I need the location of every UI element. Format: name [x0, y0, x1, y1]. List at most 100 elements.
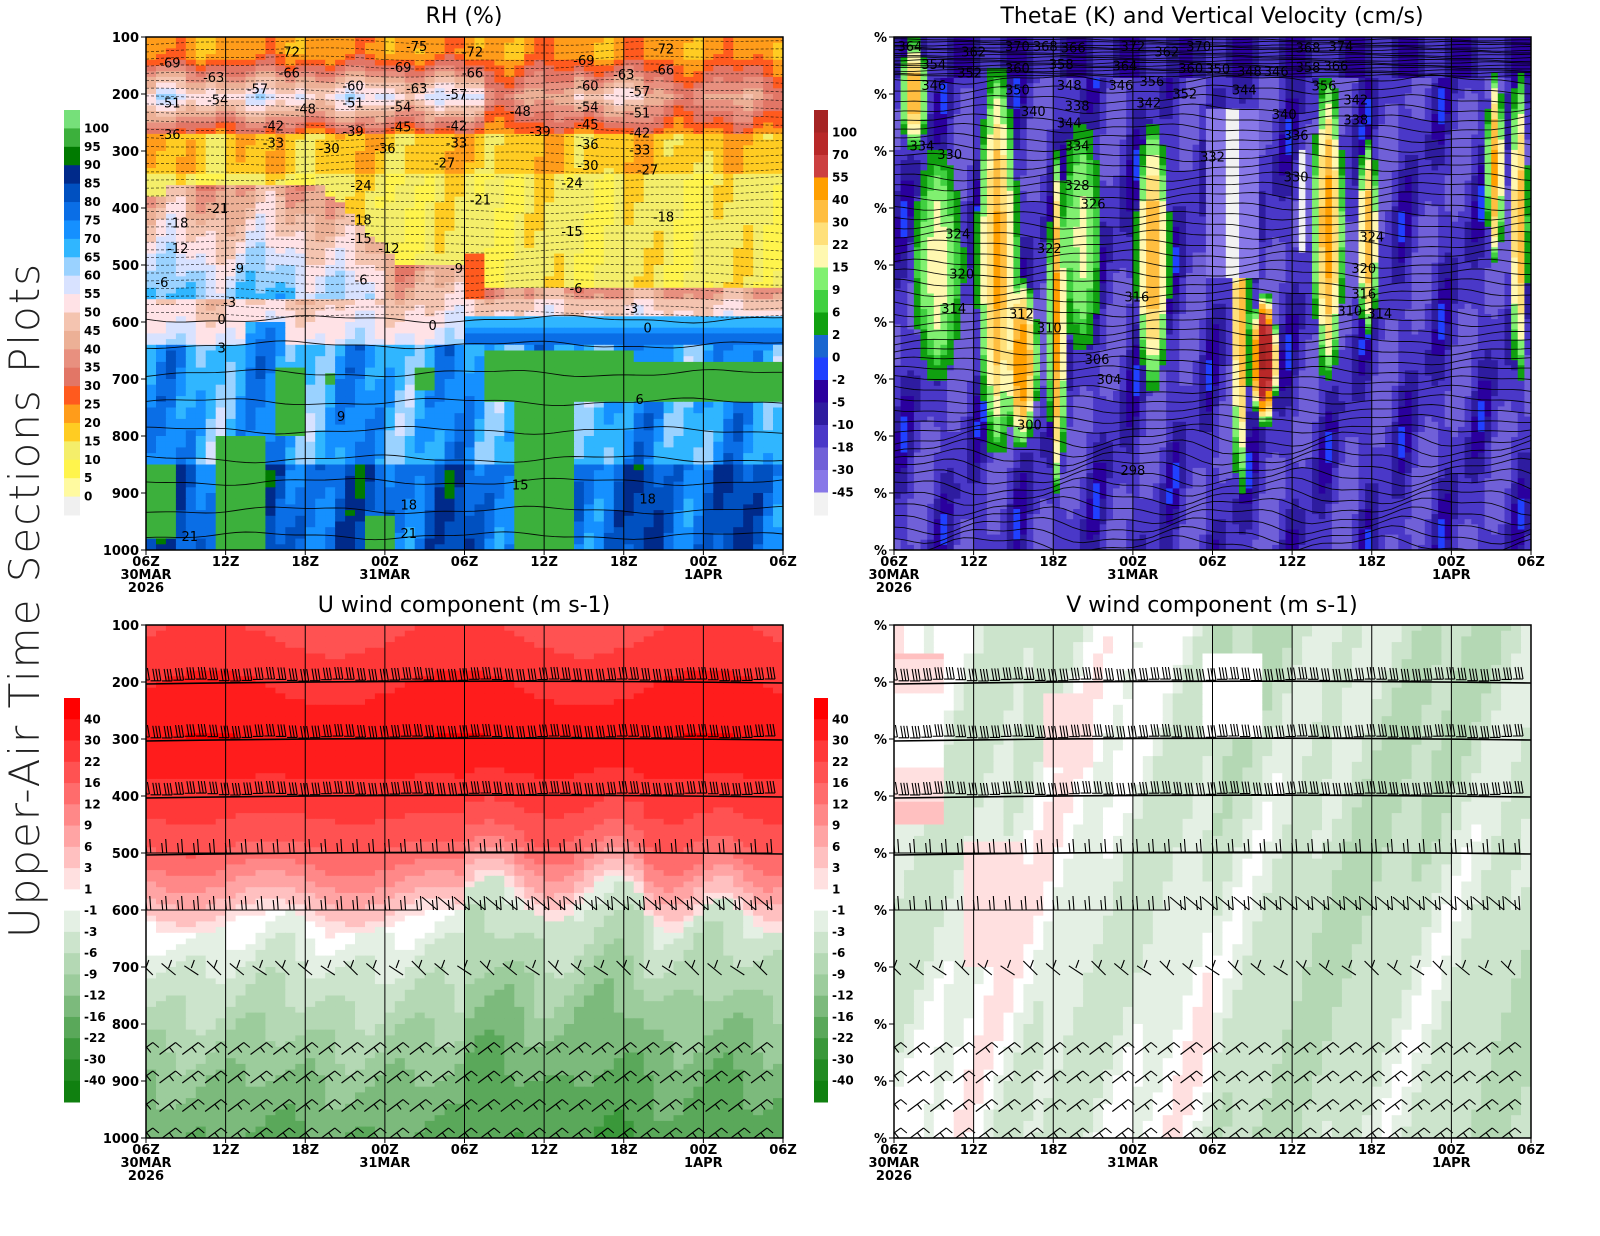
field-cell: [195, 293, 207, 300]
field-cell: [733, 122, 744, 129]
field-cell: [424, 242, 436, 249]
field-cell: [235, 356, 247, 363]
field-cell: [504, 99, 515, 106]
field-cell: [534, 413, 545, 420]
field-cell: [146, 373, 157, 380]
field-cell: [643, 111, 655, 118]
field-cell: [444, 339, 456, 346]
field-cell: [504, 418, 515, 426]
field-cell: [355, 179, 366, 186]
field-cell: [554, 145, 565, 152]
field-cell: [414, 99, 426, 106]
field-cell: [414, 282, 426, 289]
field-cell: [394, 270, 406, 277]
field-cell: [205, 327, 217, 334]
field-cell: [255, 464, 267, 471]
field-cell: [753, 179, 764, 186]
field-cell: [175, 413, 187, 420]
field-cell: [763, 396, 774, 403]
field-cell: [504, 339, 515, 346]
field-cell: [175, 270, 187, 277]
field-cell: [663, 37, 675, 44]
field-cell: [255, 441, 267, 448]
field-cell: [643, 236, 655, 243]
field-cell: [514, 401, 525, 409]
field-cell: [663, 111, 675, 118]
field-cell: [444, 225, 456, 232]
field-cell: [733, 475, 744, 483]
field-cell: [683, 316, 695, 323]
field-cell: [225, 76, 237, 84]
field-cell: [693, 242, 704, 249]
field-cell: [544, 116, 555, 124]
field-cell: [723, 475, 734, 483]
field-cell: [713, 111, 724, 118]
field-cell: [723, 219, 734, 226]
field-cell: [653, 339, 665, 346]
field-cell: [494, 344, 505, 352]
field-cell: [424, 259, 436, 266]
field-cell: [723, 401, 734, 409]
field-cell: [753, 76, 764, 84]
field-cell: [345, 259, 356, 266]
field-cell: [245, 99, 257, 106]
field-cell: [225, 202, 237, 209]
field-cell: [504, 236, 515, 243]
field-cell: [175, 379, 187, 386]
field-cell: [623, 82, 635, 89]
field-cell: [583, 54, 595, 61]
field-cell: [574, 475, 585, 483]
field-cell: [673, 453, 685, 460]
field-cell: [305, 71, 316, 78]
field-cell: [185, 453, 197, 460]
field-cell: [713, 71, 724, 78]
field-cell: [404, 464, 416, 471]
field-cell: [524, 293, 535, 300]
field-cell: [245, 413, 257, 420]
field-cell: [215, 242, 227, 249]
field-cell: [583, 65, 595, 72]
field-cell: [733, 430, 744, 437]
field-cell: [484, 304, 495, 312]
field-cell: [315, 133, 326, 141]
field-cell: [454, 168, 466, 175]
field-cell: [265, 396, 276, 403]
field-cell: [494, 76, 505, 84]
field-cell: [444, 247, 456, 255]
field-cell: [235, 276, 247, 283]
field-cell: [315, 156, 326, 163]
field-cell: [255, 384, 267, 391]
field-cell: [763, 384, 774, 391]
field-cell: [583, 168, 595, 175]
field-cell: [623, 361, 635, 369]
field-cell: [205, 293, 217, 300]
field-cell: [564, 287, 575, 295]
field-cell: [583, 299, 595, 306]
field-cell: [424, 82, 436, 89]
field-cell: [733, 316, 744, 323]
field-cell: [295, 48, 306, 55]
field-cell: [564, 247, 575, 255]
field-cell: [693, 299, 704, 306]
field-cell: [146, 247, 157, 255]
field-cell: [603, 179, 615, 186]
field-cell: [583, 259, 595, 266]
field-cell: [504, 156, 515, 163]
field-cell: [175, 453, 187, 460]
field-cell: [205, 225, 217, 232]
field-cell: [633, 145, 645, 152]
field-cell: [355, 128, 366, 135]
field-cell: [763, 373, 774, 380]
field-cell: [265, 276, 276, 283]
field-cell: [205, 71, 217, 78]
field-cell: [205, 384, 217, 391]
field-cell: [753, 373, 764, 380]
field-cell: [285, 76, 296, 84]
field-cell: [593, 441, 605, 448]
field-cell: [564, 128, 575, 135]
field-cell: [454, 259, 466, 266]
field-cell: [733, 208, 744, 215]
field-cell: [743, 293, 754, 300]
field-cell: [434, 139, 446, 146]
field-cell: [683, 447, 695, 454]
